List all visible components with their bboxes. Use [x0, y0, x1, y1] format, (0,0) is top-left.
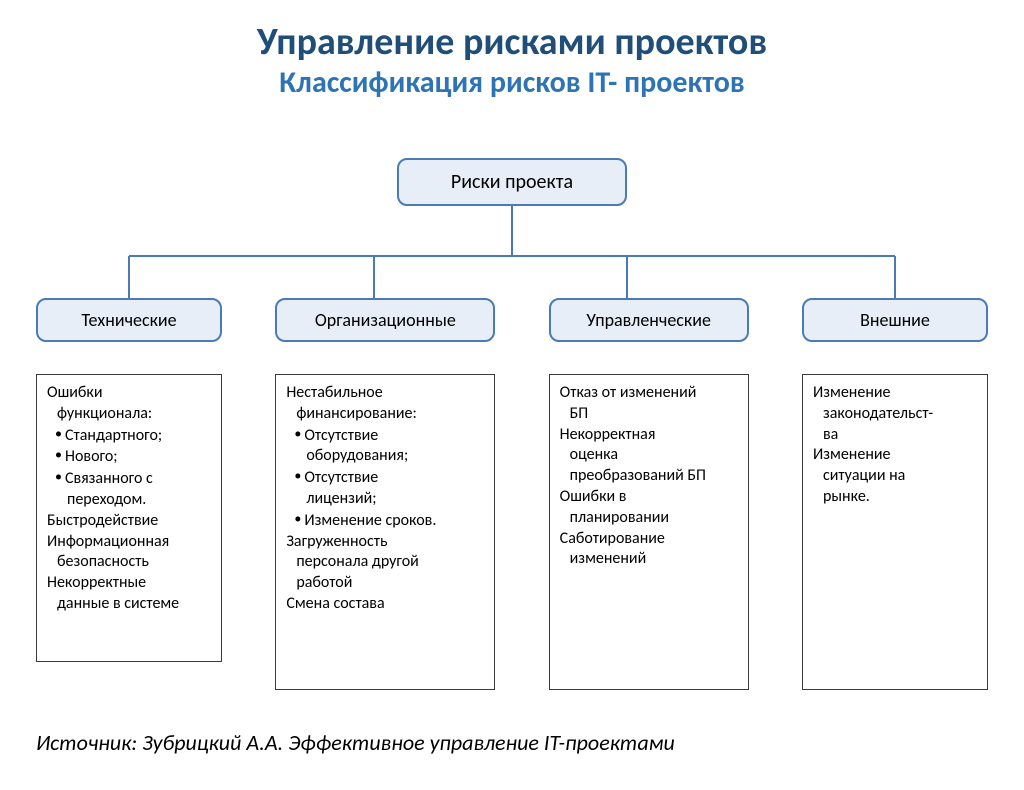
- detail-line: функционала:: [47, 404, 211, 425]
- detail-line: Изменение: [813, 383, 977, 404]
- detail-line: переходом.: [47, 490, 211, 511]
- detail-line: лицензий;: [286, 489, 484, 510]
- category-node-ext: Внешние: [802, 298, 988, 342]
- detail-line: Отсутствие: [286, 467, 484, 489]
- detail-line: Информационная: [47, 532, 211, 553]
- detail-line: Ошибки: [47, 383, 211, 404]
- detail-box-org: Нестабильноефинансирование:Отсутствиеобо…: [275, 374, 495, 690]
- category-node-mgmt: Управленческие: [549, 298, 749, 342]
- detail-line: Саботирование: [560, 529, 738, 550]
- detail-line: Изменение: [813, 445, 977, 466]
- detail-line: Загруженность: [286, 532, 484, 553]
- detail-line: Отказ от изменений: [560, 383, 738, 404]
- source-citation: Источник: Зубрицкий А.А. Эффективное упр…: [36, 729, 675, 756]
- detail-line: законодательст-: [813, 404, 977, 425]
- detail-line: преобразований БП: [560, 466, 738, 487]
- category-label: Технические: [81, 309, 176, 331]
- detail-line: безопасность: [47, 552, 211, 573]
- detail-line: Стандартного;: [47, 425, 211, 447]
- detail-box-mgmt: Отказ от измененийБПНекорректнаяоценкапр…: [549, 374, 749, 690]
- detail-line: ситуации на: [813, 466, 977, 487]
- sub-title: Классификация рисков IT- проектов: [0, 66, 1024, 99]
- detail-box-ext: Изменениезаконодательст-ваИзменениеситуа…: [802, 374, 988, 690]
- detail-line: Быстродействие: [47, 511, 211, 532]
- category-label: Организационные: [315, 309, 456, 331]
- details-row: Ошибкифункционала:Стандартного;Нового;Св…: [0, 374, 1024, 690]
- root-node: Риски проекта: [397, 158, 627, 206]
- detail-line: Смена состава: [286, 594, 484, 615]
- detail-line: Изменение сроков.: [286, 510, 484, 532]
- detail-line: планировании: [560, 508, 738, 529]
- detail-line: персонала другой: [286, 552, 484, 573]
- category-node-tech: Технические: [36, 298, 222, 342]
- detail-line: Нового;: [47, 446, 211, 468]
- detail-box-tech: Ошибкифункционала:Стандартного;Нового;Св…: [36, 374, 222, 662]
- detail-line: Некорректная: [560, 425, 738, 446]
- detail-line: рынке.: [813, 487, 977, 508]
- detail-line: БП: [560, 404, 738, 425]
- detail-line: Отсутствие: [286, 425, 484, 447]
- root-label: Риски проекта: [451, 170, 573, 194]
- detail-line: Нестабильное: [286, 383, 484, 404]
- detail-line: работой: [286, 573, 484, 594]
- category-node-org: Организационные: [275, 298, 495, 342]
- detail-line: Ошибки в: [560, 487, 738, 508]
- category-label: Внешние: [860, 309, 930, 331]
- detail-line: изменений: [560, 549, 738, 570]
- detail-line: оборудования;: [286, 446, 484, 467]
- category-row: Технические Организационные Управленческие…: [0, 298, 1024, 342]
- detail-line: оценка: [560, 445, 738, 466]
- category-label: Управленческие: [586, 309, 711, 331]
- main-title: Управление рисками проектов: [0, 22, 1024, 64]
- detail-line: финансирование:: [286, 404, 484, 425]
- detail-line: Связанного с: [47, 468, 211, 490]
- detail-line: данные в системе: [47, 594, 211, 615]
- detail-line: ва: [813, 425, 977, 446]
- detail-line: Некорректные: [47, 573, 211, 594]
